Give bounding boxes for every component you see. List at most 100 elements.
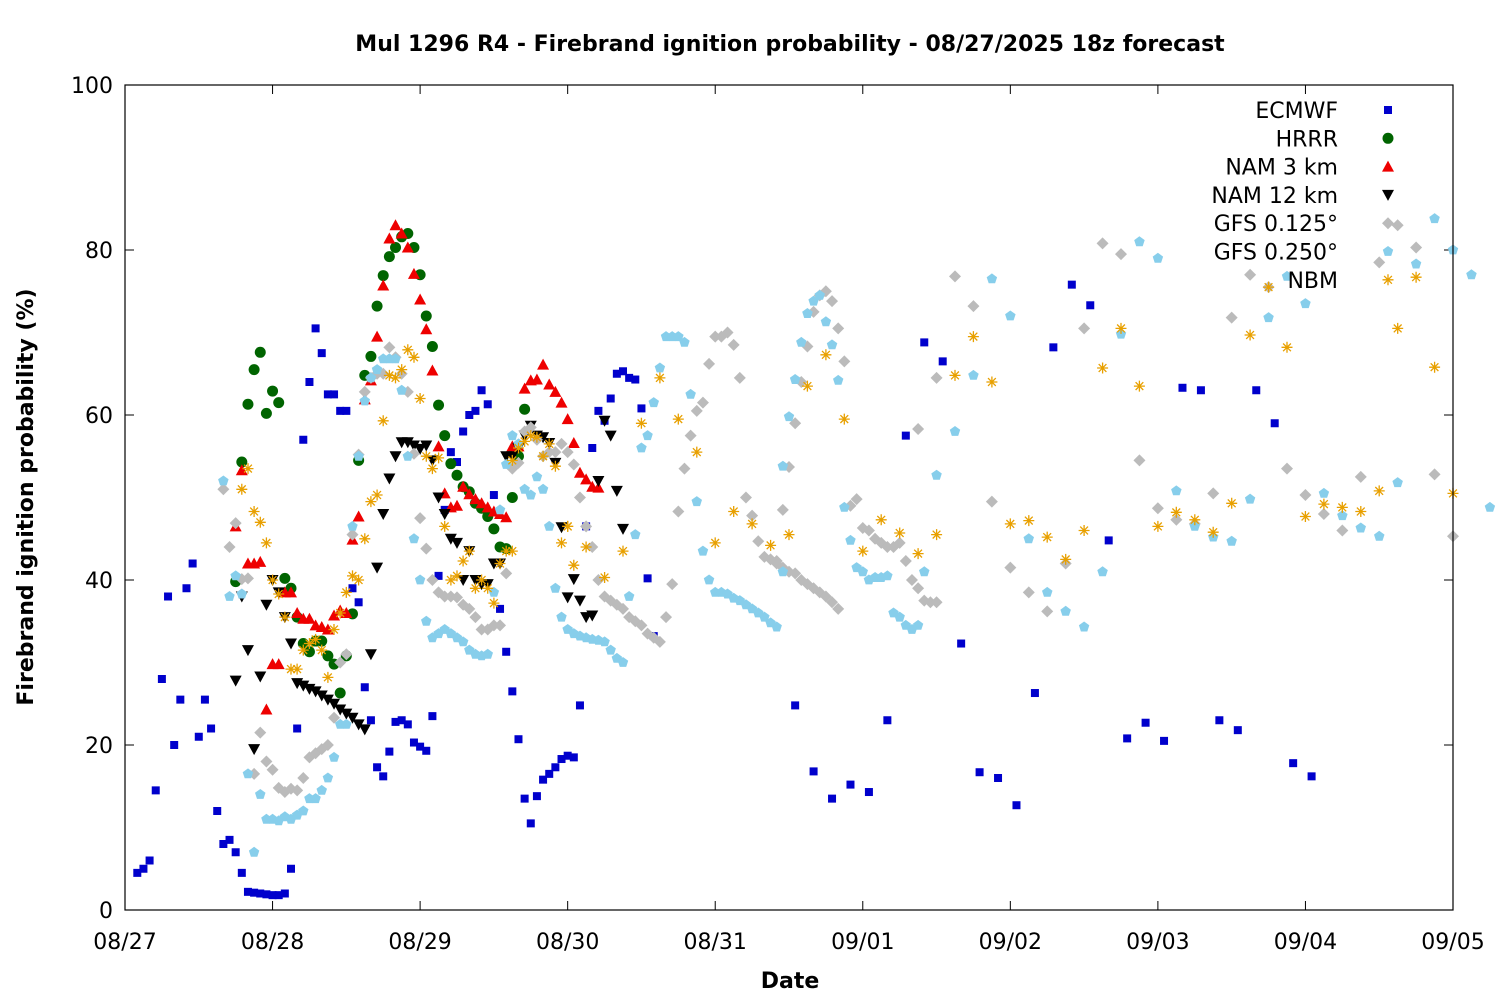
- data-point: [1012, 801, 1021, 810]
- data-point: [894, 611, 905, 622]
- data-point: [426, 463, 438, 475]
- data-point: [567, 458, 580, 471]
- data-point: [298, 805, 309, 816]
- data-point: [310, 633, 322, 645]
- data-point: [894, 527, 906, 539]
- legend-label: NAM 3 km: [1225, 156, 1338, 181]
- data-point: [912, 548, 924, 560]
- data-point: [986, 376, 998, 388]
- data-point: [414, 393, 426, 404]
- legend-label: NAM 12 km: [1211, 184, 1338, 209]
- data-point: [242, 463, 254, 475]
- data-point: [631, 375, 640, 384]
- data-point: [303, 646, 315, 658]
- data-point: [328, 624, 340, 635]
- data-point: [438, 590, 451, 603]
- data-point: [488, 523, 500, 535]
- data-point: [525, 430, 537, 442]
- data-point: [594, 406, 603, 415]
- data-point: [506, 545, 518, 557]
- data-point: [481, 501, 494, 513]
- data-point: [164, 592, 173, 601]
- data-point: [241, 645, 254, 657]
- data-point: [291, 784, 304, 797]
- data-point: [237, 868, 246, 877]
- data-point: [598, 415, 611, 427]
- data-point: [1022, 586, 1035, 599]
- data-point: [273, 588, 285, 600]
- data-point: [1023, 533, 1034, 544]
- data-point: [182, 584, 191, 593]
- data-point: [451, 537, 463, 549]
- data-point: [293, 724, 302, 733]
- data-point: [1104, 536, 1113, 545]
- data-point: [444, 533, 457, 545]
- data-point: [469, 611, 482, 624]
- data-point: [267, 385, 279, 397]
- data-point: [630, 529, 641, 540]
- data-point: [580, 473, 593, 485]
- data-point: [371, 300, 383, 312]
- y-tick-label: 80: [85, 239, 113, 264]
- data-point: [862, 524, 875, 537]
- data-point: [938, 357, 947, 366]
- data-point: [1004, 561, 1017, 574]
- data-point: [660, 611, 673, 624]
- data-point: [839, 501, 850, 512]
- data-point: [305, 378, 314, 386]
- data-point: [501, 459, 512, 469]
- chart-title: Mul 1296 R4 - Firebrand ignition probabi…: [355, 32, 1225, 57]
- data-point: [625, 373, 634, 382]
- data-point: [519, 435, 531, 447]
- data-point: [236, 483, 248, 495]
- data-point: [434, 571, 443, 580]
- data-point: [336, 406, 345, 415]
- data-point: [414, 574, 426, 585]
- data-point: [377, 270, 389, 282]
- data-point: [612, 369, 621, 378]
- data-point: [459, 427, 468, 436]
- data-point: [1078, 525, 1090, 536]
- data-point: [642, 430, 653, 441]
- data-point: [151, 786, 160, 795]
- data-point: [457, 575, 470, 586]
- data-point: [285, 663, 297, 675]
- data-point: [883, 716, 892, 725]
- data-point: [507, 430, 518, 441]
- data-point: [446, 448, 455, 457]
- data-point: [383, 251, 395, 263]
- data-point: [157, 675, 166, 683]
- data-point: [248, 364, 260, 376]
- data-point: [857, 545, 869, 557]
- data-point: [1318, 487, 1330, 498]
- data-point: [279, 611, 291, 623]
- data-point: [727, 338, 740, 351]
- data-point: [1281, 270, 1293, 281]
- data-point: [555, 396, 568, 408]
- data-point: [519, 403, 531, 415]
- data-point: [494, 619, 507, 632]
- data-point: [931, 469, 942, 480]
- data-point: [273, 397, 285, 409]
- data-point: [217, 483, 230, 496]
- data-point: [543, 378, 556, 390]
- data-point: [752, 535, 765, 548]
- legend-marker: [1382, 132, 1394, 144]
- data-point: [1410, 258, 1422, 269]
- data-point: [1281, 341, 1293, 353]
- data-point: [776, 503, 789, 516]
- data-point: [845, 534, 856, 545]
- data-point: [254, 516, 266, 528]
- data-point: [297, 772, 310, 784]
- data-point: [365, 350, 377, 362]
- data-point: [359, 395, 370, 406]
- data-point: [1023, 515, 1035, 527]
- data-point: [530, 373, 543, 385]
- data-point: [556, 611, 567, 622]
- data-point: [1355, 506, 1367, 517]
- data-point: [316, 644, 328, 656]
- data-point: [379, 772, 388, 781]
- data-point: [506, 454, 518, 466]
- data-point: [924, 596, 937, 609]
